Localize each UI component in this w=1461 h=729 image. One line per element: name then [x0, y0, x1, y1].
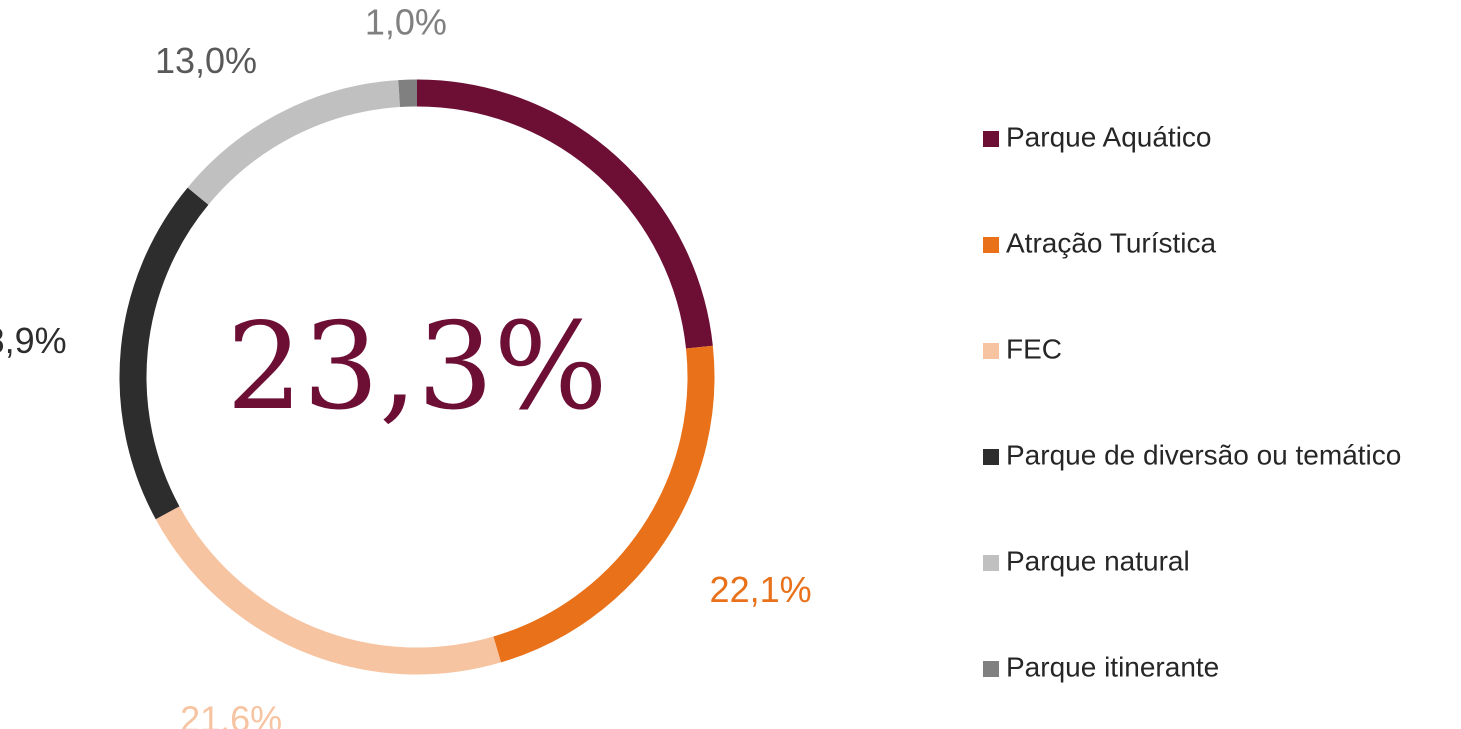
legend-swatch — [983, 343, 999, 359]
donut-segment — [493, 345, 715, 663]
legend-swatch — [983, 555, 999, 571]
data-label: 21,6% — [180, 699, 282, 729]
legend-label: FEC — [1006, 333, 1062, 364]
donut-segment — [155, 506, 501, 675]
donut-segment — [398, 79, 418, 108]
data-label: 1,0% — [365, 2, 447, 43]
donut-segment — [187, 80, 401, 205]
legend-swatch — [983, 237, 999, 253]
legend-label: Atração Turística — [1006, 227, 1217, 258]
legend-swatch — [983, 661, 999, 677]
legend-swatch — [983, 131, 999, 147]
legend-label: Parque de diversão ou temático — [1006, 439, 1401, 470]
data-label: 18,9% — [0, 320, 67, 361]
legend-label: Parque itinerante — [1006, 651, 1219, 682]
legend-label: Parque Aquático — [1006, 121, 1212, 152]
data-label: 22,1% — [710, 569, 812, 610]
center-label: 23,3% — [226, 298, 607, 437]
legend-swatch — [983, 449, 999, 465]
donut-segment — [119, 187, 209, 520]
donut-segment — [416, 79, 713, 349]
data-label: 13,0% — [155, 40, 257, 81]
legend-label: Parque natural — [1006, 545, 1190, 576]
